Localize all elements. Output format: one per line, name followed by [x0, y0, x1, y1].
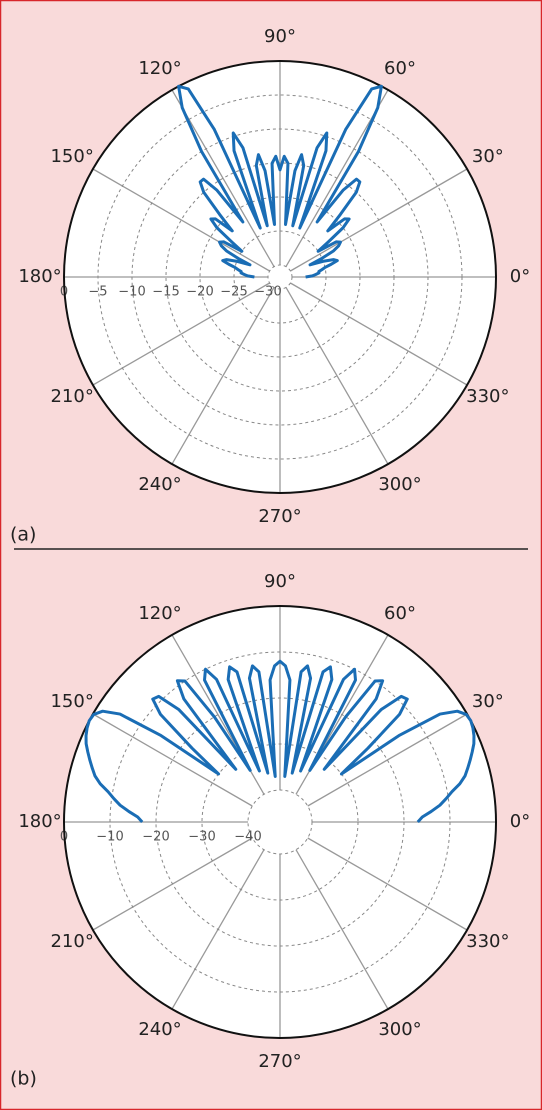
radial-label: −40: [234, 830, 261, 845]
grid-circle: [233, 230, 327, 324]
grid-circle: [199, 196, 361, 358]
angle-label: 210°: [50, 931, 93, 952]
radial-label: −30: [254, 285, 281, 300]
radial-label: −10: [96, 830, 123, 845]
angle-label: 270°: [258, 506, 301, 527]
frame: [63, 605, 497, 1039]
plot-area: [64, 606, 496, 1038]
angle-label: 330°: [466, 386, 509, 407]
spoke: [307, 713, 468, 807]
pattern-line: [177, 84, 383, 279]
grid-circle: [201, 743, 359, 901]
angle-label: 60°: [384, 58, 416, 79]
angle-label: 180°: [18, 811, 61, 832]
angle-label: 300°: [378, 474, 421, 495]
angle-label: 0°: [510, 811, 530, 832]
angle-label: 240°: [138, 1019, 181, 1040]
angle-label: 180°: [18, 266, 61, 287]
angle-label: 90°: [264, 26, 296, 47]
angle-label: 30°: [472, 691, 504, 712]
plot-area: [64, 61, 496, 493]
grid-circle: [109, 651, 451, 993]
grid-circle: [131, 128, 429, 426]
radial-label: −20: [142, 830, 169, 845]
spoke: [295, 849, 389, 1010]
pattern-line: [84, 659, 476, 824]
spoke: [307, 837, 468, 931]
frame: [63, 60, 497, 494]
angle-label: 30°: [472, 146, 504, 167]
angle-label: 240°: [138, 474, 181, 495]
angle-label: 300°: [378, 1019, 421, 1040]
radial-label: −20: [186, 285, 213, 300]
spoke: [92, 713, 253, 807]
radial-label: −5: [88, 285, 107, 300]
radial-label: −15: [152, 285, 179, 300]
angle-label: 60°: [384, 603, 416, 624]
radial-label: −10: [118, 285, 145, 300]
angle-label: 90°: [264, 571, 296, 592]
angle-label: 0°: [510, 266, 530, 287]
grid-circle: [165, 162, 395, 392]
angle-label: 120°: [138, 58, 181, 79]
grid-circle: [155, 697, 405, 947]
angle-label: 330°: [466, 931, 509, 952]
radial-label: −30: [188, 830, 215, 845]
angle-label: 120°: [138, 603, 181, 624]
angle-label: 150°: [50, 691, 93, 712]
grid-circle: [247, 789, 313, 855]
angle-label: 270°: [258, 1051, 301, 1072]
panel-label: (a): [10, 524, 36, 546]
radial-label: −25: [220, 285, 247, 300]
grid-circle: [267, 264, 293, 290]
grid-circle: [97, 94, 463, 460]
panel-label: (b): [10, 1068, 37, 1090]
angle-label: 150°: [50, 146, 93, 167]
angle-label: 210°: [50, 386, 93, 407]
